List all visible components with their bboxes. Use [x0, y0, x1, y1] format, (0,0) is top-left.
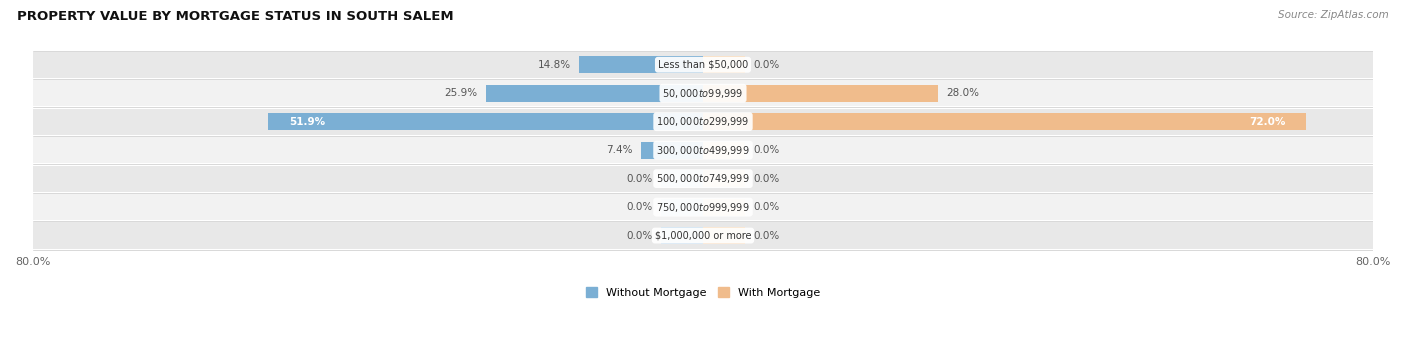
Text: Less than $50,000: Less than $50,000: [658, 60, 748, 70]
Text: 14.8%: 14.8%: [537, 60, 571, 70]
Bar: [32, 165, 1374, 192]
Text: 0.0%: 0.0%: [627, 231, 652, 240]
Bar: [32, 108, 1374, 135]
Bar: [661, 170, 703, 187]
Bar: [32, 194, 1374, 220]
Bar: [661, 198, 703, 216]
Text: 0.0%: 0.0%: [754, 145, 779, 155]
Text: $750,000 to $999,999: $750,000 to $999,999: [657, 201, 749, 213]
Text: 0.0%: 0.0%: [754, 231, 779, 240]
Text: 0.0%: 0.0%: [627, 202, 652, 212]
Legend: Without Mortgage, With Mortgage: Without Mortgage, With Mortgage: [582, 283, 824, 302]
Bar: [703, 170, 745, 187]
Bar: [703, 113, 1306, 130]
Bar: [661, 227, 703, 244]
Text: 0.0%: 0.0%: [754, 60, 779, 70]
Text: 25.9%: 25.9%: [444, 88, 478, 98]
Bar: [579, 56, 703, 73]
Bar: [32, 222, 1374, 249]
Text: 51.9%: 51.9%: [290, 117, 325, 127]
Text: 28.0%: 28.0%: [946, 88, 979, 98]
Text: $300,000 to $499,999: $300,000 to $499,999: [657, 144, 749, 157]
Bar: [269, 113, 703, 130]
Bar: [703, 142, 745, 159]
Text: PROPERTY VALUE BY MORTGAGE STATUS IN SOUTH SALEM: PROPERTY VALUE BY MORTGAGE STATUS IN SOU…: [17, 10, 454, 23]
Text: 72.0%: 72.0%: [1249, 117, 1285, 127]
Bar: [486, 85, 703, 102]
Text: 7.4%: 7.4%: [606, 145, 633, 155]
Bar: [703, 227, 745, 244]
Text: $50,000 to $99,999: $50,000 to $99,999: [662, 87, 744, 100]
Text: 0.0%: 0.0%: [627, 174, 652, 183]
Text: 0.0%: 0.0%: [754, 174, 779, 183]
Text: 0.0%: 0.0%: [754, 202, 779, 212]
Text: $1,000,000 or more: $1,000,000 or more: [655, 231, 751, 240]
Bar: [703, 85, 938, 102]
Text: $100,000 to $299,999: $100,000 to $299,999: [657, 115, 749, 128]
Bar: [32, 80, 1374, 106]
Bar: [703, 56, 745, 73]
Bar: [32, 137, 1374, 163]
Bar: [641, 142, 703, 159]
Text: Source: ZipAtlas.com: Source: ZipAtlas.com: [1278, 10, 1389, 20]
Text: $500,000 to $749,999: $500,000 to $749,999: [657, 172, 749, 185]
Bar: [32, 52, 1374, 78]
Bar: [703, 198, 745, 216]
